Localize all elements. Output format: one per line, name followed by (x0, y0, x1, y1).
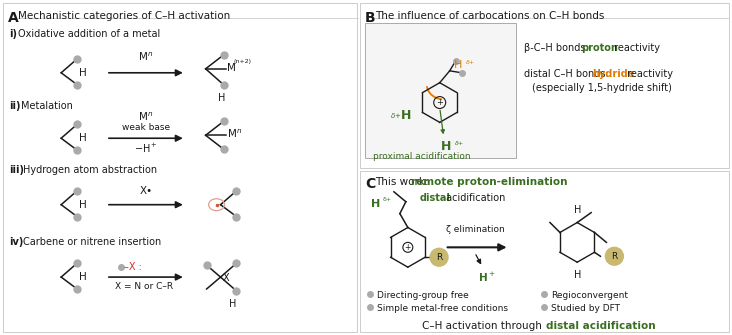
Text: Oxidative addition of a metal: Oxidative addition of a metal (18, 29, 160, 39)
Text: H: H (218, 92, 225, 103)
Text: reactivity: reactivity (624, 69, 673, 79)
Text: distal: distal (419, 193, 451, 203)
FancyBboxPatch shape (4, 3, 357, 332)
Text: iv): iv) (10, 238, 23, 248)
Text: proximal acidification: proximal acidification (373, 152, 471, 161)
Text: M$^n$: M$^n$ (226, 128, 242, 140)
Text: proton: proton (581, 43, 618, 53)
Text: Studied by DFT: Studied by DFT (551, 304, 620, 313)
Text: $\delta$+: $\delta$+ (465, 58, 475, 66)
Text: X•: X• (139, 186, 152, 196)
FancyBboxPatch shape (360, 3, 728, 168)
Text: weak base: weak base (122, 123, 170, 132)
Text: remote proton-elimination: remote proton-elimination (411, 177, 567, 187)
Text: C–H activation through: C–H activation through (422, 321, 545, 331)
Text: Metalation: Metalation (21, 100, 73, 111)
Text: δ+: δ+ (383, 197, 392, 202)
Text: Directing-group free: Directing-group free (377, 291, 468, 300)
Text: acidification: acidification (443, 193, 505, 203)
Text: iii): iii) (10, 165, 24, 175)
Text: +: + (405, 243, 411, 252)
Text: X = N or C–R: X = N or C–R (115, 282, 173, 291)
Text: $\delta$+: $\delta$+ (390, 111, 402, 120)
Text: This work:: This work: (375, 177, 432, 187)
Text: β-C–H bonds:: β-C–H bonds: (524, 43, 592, 53)
Text: H: H (229, 299, 236, 309)
Text: Carbene or nitrene insertion: Carbene or nitrene insertion (23, 238, 162, 248)
Text: $\delta$+: $\delta$+ (454, 139, 464, 147)
Text: R: R (611, 252, 618, 261)
Text: A: A (8, 11, 19, 25)
Text: H: H (79, 68, 87, 78)
Text: Hydrogen atom abstraction: Hydrogen atom abstraction (23, 165, 157, 175)
Text: +: + (436, 98, 443, 107)
Text: H: H (79, 133, 87, 143)
Text: Regioconvergent: Regioconvergent (551, 291, 628, 300)
Text: H: H (371, 199, 381, 209)
Text: M$^n$: M$^n$ (138, 51, 154, 63)
Text: X: X (223, 273, 229, 283)
FancyBboxPatch shape (365, 23, 517, 158)
Text: M: M (226, 63, 236, 73)
Text: distal C–H bonds:: distal C–H bonds: (524, 69, 612, 79)
Text: H: H (573, 270, 581, 280)
Text: −H$^+$: −H$^+$ (134, 142, 157, 155)
Text: H: H (79, 200, 87, 210)
Text: (n+2): (n+2) (234, 59, 252, 64)
Text: H: H (401, 109, 411, 122)
Text: H: H (441, 140, 451, 153)
Text: M$^n$: M$^n$ (138, 111, 154, 123)
Text: (especially 1,5-hydride shift): (especially 1,5-hydride shift) (532, 83, 672, 93)
FancyBboxPatch shape (360, 171, 728, 332)
Text: reactivity: reactivity (611, 43, 660, 53)
Text: H: H (79, 272, 87, 282)
Text: H: H (573, 205, 581, 215)
Text: R: R (436, 253, 442, 262)
Text: C: C (365, 177, 376, 191)
Text: Mechanistic categories of C–H activation: Mechanistic categories of C–H activation (18, 11, 231, 21)
Text: H: H (453, 60, 462, 70)
Circle shape (430, 248, 448, 266)
Text: Simple metal-free conditions: Simple metal-free conditions (377, 304, 508, 313)
Text: B: B (365, 11, 376, 25)
Text: –X :: –X : (124, 262, 142, 272)
Text: ζ elimination: ζ elimination (447, 225, 505, 234)
Text: The influence of carbocations on C–H bonds: The influence of carbocations on C–H bon… (375, 11, 605, 21)
Text: distal acidification: distal acidification (546, 321, 656, 331)
Text: hydride: hydride (592, 69, 635, 79)
Text: i): i) (10, 29, 18, 39)
Text: ii): ii) (10, 100, 20, 111)
Circle shape (605, 247, 624, 265)
Text: H$^+$: H$^+$ (478, 271, 496, 284)
